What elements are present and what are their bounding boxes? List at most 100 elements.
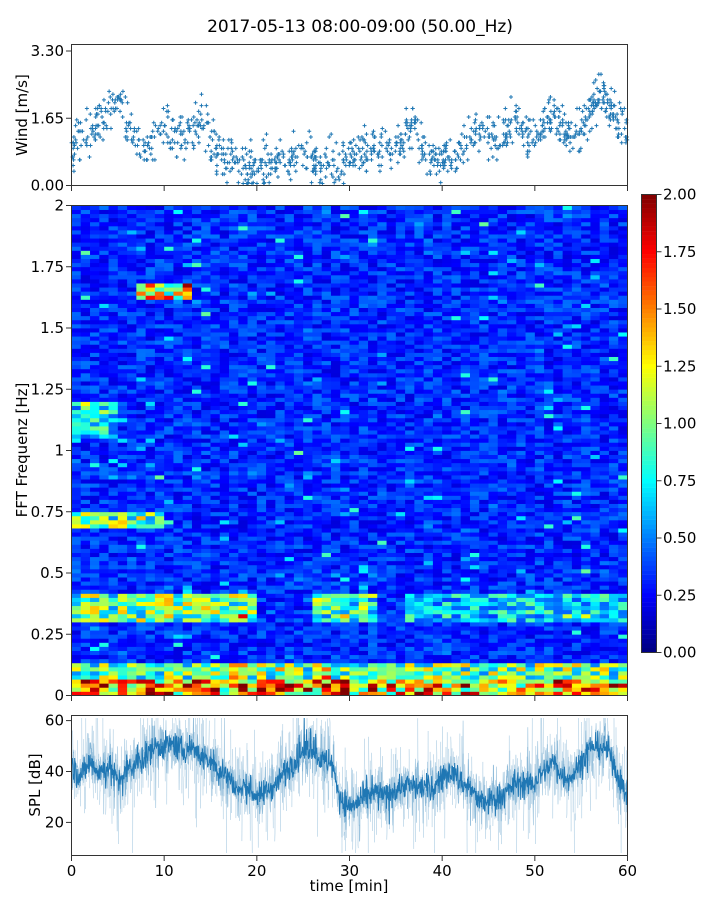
spectrogram-cell xyxy=(127,266,137,272)
spectrogram-cell xyxy=(191,560,202,566)
spectrogram-cell xyxy=(136,291,147,296)
wind-point xyxy=(307,129,312,134)
spectrogram-cell xyxy=(238,279,248,284)
spectrogram-cell xyxy=(127,503,137,509)
spectrogram-cell xyxy=(349,544,360,549)
wind-point xyxy=(619,132,624,137)
wind-point xyxy=(317,160,322,165)
spectrogram-cell xyxy=(256,560,267,566)
spectrogram-cell xyxy=(358,409,369,415)
spectrogram-cell xyxy=(303,609,313,615)
spectrogram-cell xyxy=(164,242,174,247)
spectrogram-cell xyxy=(90,397,100,402)
spectrogram-cell xyxy=(71,340,82,345)
spectrogram-cell xyxy=(71,319,82,325)
spectrogram-cell xyxy=(293,291,304,296)
spectrogram-cell xyxy=(154,691,165,696)
spectrogram-cell xyxy=(303,230,313,235)
spectrogram-cell xyxy=(293,409,304,415)
spectrogram-cell xyxy=(349,495,360,500)
spectrogram-cell xyxy=(108,250,119,255)
spectrogram-cell xyxy=(210,691,221,696)
wind-point xyxy=(274,160,279,165)
spectrogram-cell xyxy=(256,266,267,272)
spectrogram-cell xyxy=(210,630,221,635)
spectrogram-cell xyxy=(145,617,156,623)
spectrogram-cell xyxy=(108,332,119,337)
spectrogram-cell xyxy=(164,393,174,398)
spectrogram-cell xyxy=(219,303,230,308)
spectrogram-cell xyxy=(136,638,147,643)
spectrogram-cell xyxy=(182,675,193,680)
spectrogram-cell xyxy=(108,544,119,549)
spectrogram-cell xyxy=(99,568,109,574)
spectrogram-cell xyxy=(330,454,341,460)
spectrogram-cell xyxy=(90,217,100,223)
spectrogram-cell xyxy=(145,483,156,488)
spectrogram-cell xyxy=(136,397,147,402)
spectrogram-cell xyxy=(266,515,276,521)
spectrogram-cell xyxy=(256,470,267,476)
spectrogram-cell xyxy=(154,409,165,415)
spectrogram-cell xyxy=(303,344,313,349)
spectrogram-cell xyxy=(117,295,128,300)
spectrogram-cell xyxy=(108,336,119,341)
spectrogram-cell xyxy=(256,364,267,370)
spectrogram-cell xyxy=(99,319,109,325)
spectrogram-cell xyxy=(293,650,304,656)
spectrogram-cell xyxy=(191,360,202,366)
wind-point xyxy=(233,146,238,151)
spectrogram-cell xyxy=(164,344,174,349)
spectrogram-cell xyxy=(182,552,193,558)
spectrogram-cell xyxy=(256,238,267,243)
spectrogram-cell xyxy=(182,246,193,251)
spectrogram-cell xyxy=(247,654,258,660)
wind-point xyxy=(237,157,242,162)
wind-point xyxy=(576,149,581,154)
wind-point xyxy=(171,117,176,122)
spectrogram-cell xyxy=(340,458,350,464)
spectrogram-cell xyxy=(99,601,109,607)
spectrogram-cell xyxy=(145,348,156,353)
spectrogram-cell xyxy=(330,238,341,243)
spectrogram-cell xyxy=(321,470,332,476)
spectrogram-cell xyxy=(229,364,239,370)
spectrogram-cell xyxy=(80,348,91,353)
wind-point xyxy=(384,146,389,151)
spectrogram-cell xyxy=(108,258,119,264)
spectrogram-cell xyxy=(229,577,239,582)
wind-point xyxy=(377,149,382,154)
spectrogram-cell xyxy=(247,548,258,553)
spectrogram-cell xyxy=(182,389,193,394)
wind-point xyxy=(186,117,191,122)
wind-point xyxy=(412,126,417,131)
wind-point xyxy=(141,137,146,142)
spectrogram-cell xyxy=(99,405,109,411)
spectrogram-cell xyxy=(303,626,313,631)
spectrogram-cell xyxy=(127,372,137,378)
spectrogram-cell xyxy=(229,230,239,235)
wind-point xyxy=(313,149,318,154)
spectrogram-cell xyxy=(210,250,221,255)
spectrogram-cell xyxy=(284,519,295,525)
spectrogram-cell xyxy=(154,503,165,509)
spectrogram-cell xyxy=(238,303,248,308)
spectrogram-cell xyxy=(90,417,100,423)
spectrogram-cell xyxy=(349,258,360,264)
spectrogram-cell xyxy=(90,573,100,578)
spectrogram-cell xyxy=(349,446,360,451)
spectrogram-cell xyxy=(71,519,82,525)
spectrogram-cell xyxy=(256,352,267,357)
spectrogram-cell xyxy=(229,462,239,468)
spectrogram-cell xyxy=(108,507,119,513)
spectrogram-cell xyxy=(293,421,304,427)
spectrogram-cell xyxy=(80,491,91,496)
spectrogram-cell xyxy=(368,556,378,562)
spectrogram-cell xyxy=(312,503,323,509)
spectrogram-cell xyxy=(229,691,239,696)
spectrogram-cell xyxy=(210,495,221,500)
spectrogram-cell xyxy=(219,524,230,529)
spectrogram-cell xyxy=(349,691,360,696)
wind-point xyxy=(274,166,279,171)
spectrogram-cell xyxy=(340,646,350,651)
